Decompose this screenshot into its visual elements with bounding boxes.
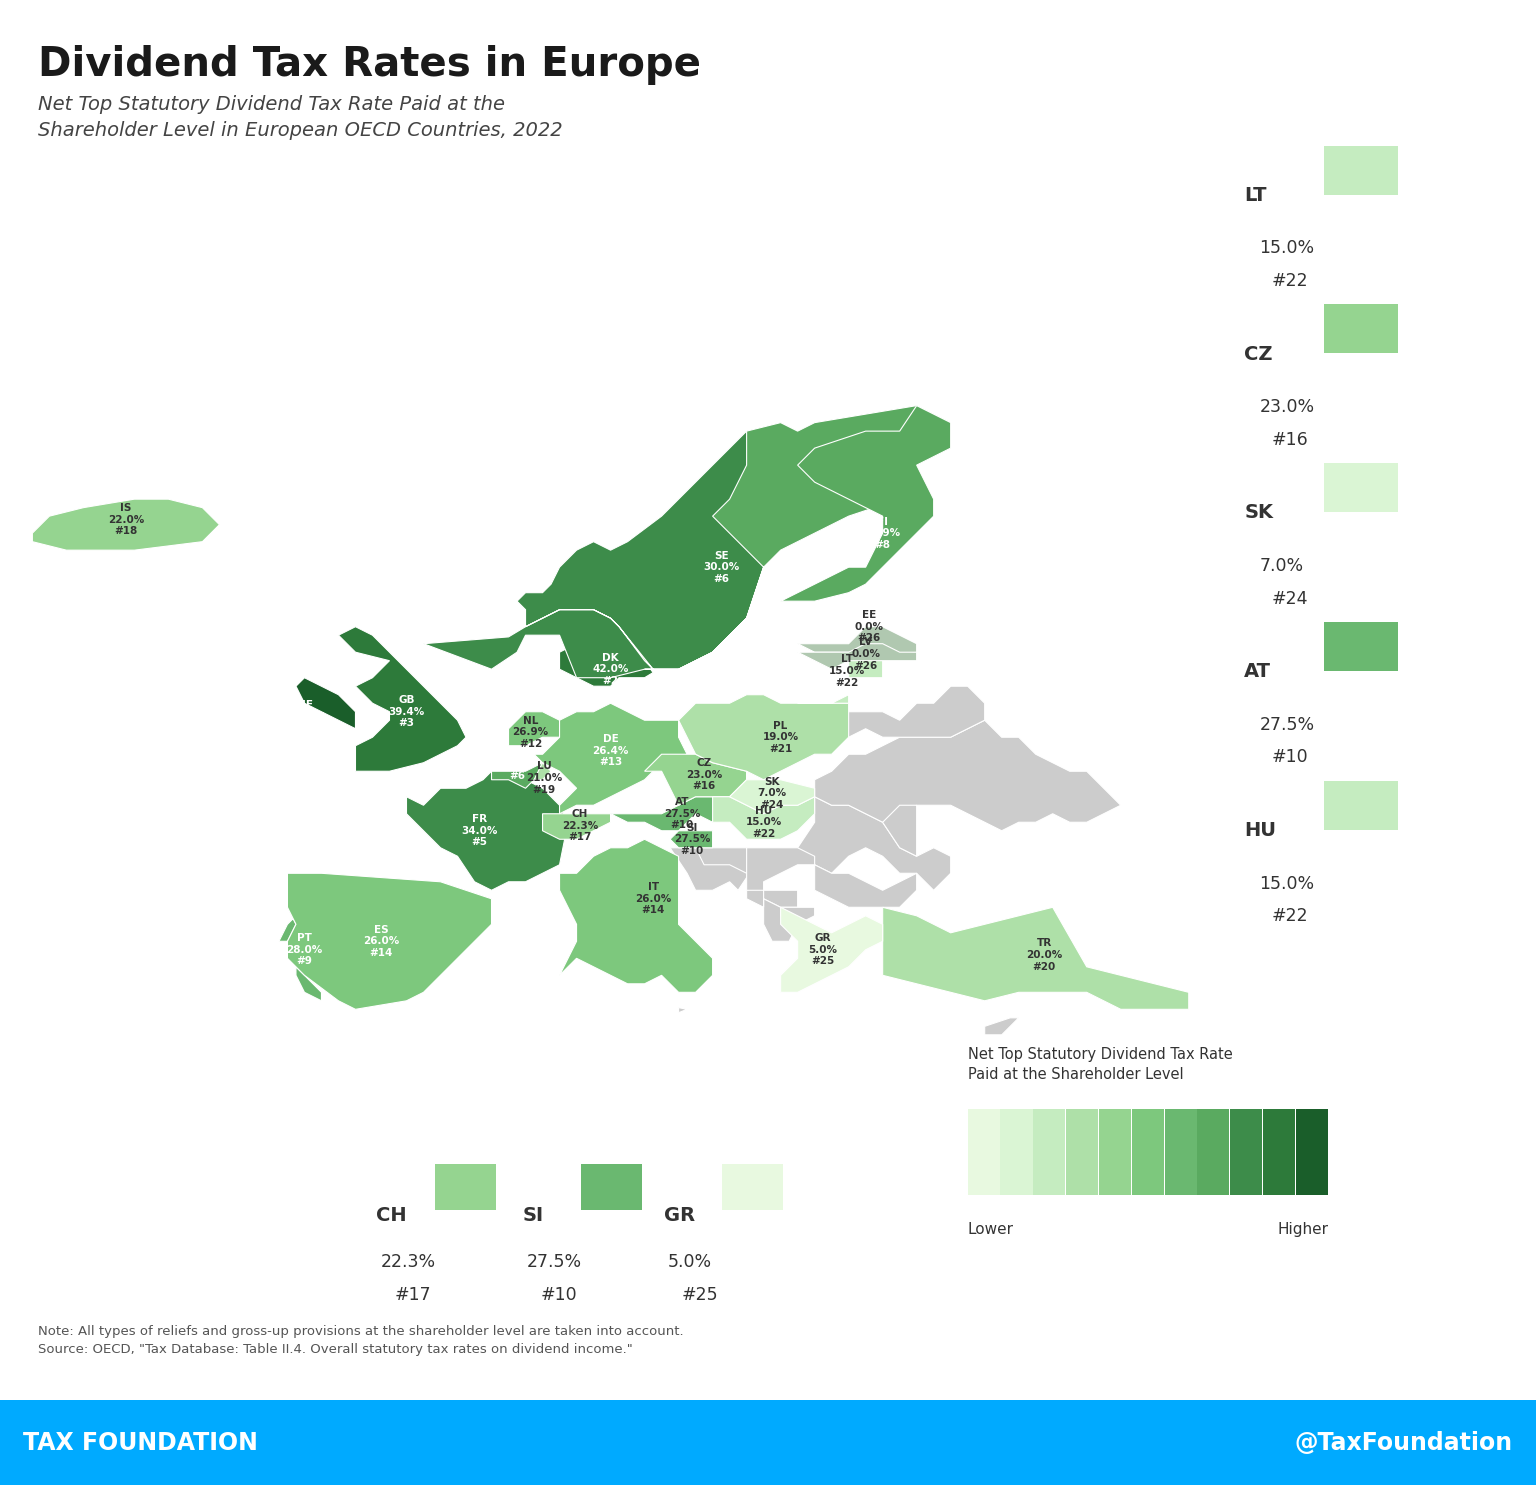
Text: AT: AT [1244, 662, 1272, 682]
Polygon shape [670, 830, 713, 848]
Text: PL
19.0%
#21: PL 19.0% #21 [762, 720, 799, 754]
Polygon shape [883, 805, 917, 857]
Text: DK
42.0%
#2: DK 42.0% #2 [593, 652, 628, 686]
Text: GR: GR [664, 1206, 694, 1225]
Polygon shape [611, 797, 730, 830]
Text: CZ: CZ [1244, 345, 1273, 364]
Text: NL
26.9%
#12: NL 26.9% #12 [513, 716, 548, 748]
Text: 5.0%: 5.0% [668, 1253, 713, 1271]
Polygon shape [780, 907, 883, 992]
Text: GB
39.4%
#3: GB 39.4% #3 [389, 695, 424, 728]
Text: TR
20.0%
#20: TR 20.0% #20 [1026, 939, 1063, 971]
Polygon shape [780, 907, 814, 924]
Polygon shape [797, 643, 883, 704]
Text: #17: #17 [395, 1286, 432, 1304]
Polygon shape [280, 907, 321, 1001]
Polygon shape [780, 405, 951, 601]
Polygon shape [338, 627, 465, 771]
Text: HU
15.0%
#22: HU 15.0% #22 [745, 806, 782, 839]
Text: #16: #16 [1272, 431, 1309, 448]
Polygon shape [535, 704, 687, 814]
Text: ES
26.0%
#14: ES 26.0% #14 [362, 925, 399, 958]
Polygon shape [32, 499, 220, 549]
Text: LV
0.0%
#26: LV 0.0% #26 [851, 637, 880, 671]
Polygon shape [746, 848, 814, 907]
Polygon shape [797, 627, 917, 661]
Text: Net Top Statutory Dividend Tax Rate
Paid at the Shareholder Level: Net Top Statutory Dividend Tax Rate Paid… [968, 1047, 1232, 1081]
Polygon shape [559, 839, 713, 992]
Text: TAX FOUNDATION: TAX FOUNDATION [23, 1430, 258, 1455]
Text: IE
51.0%
#1: IE 51.0% #1 [290, 701, 326, 734]
Text: Net Top Statutory Dividend Tax Rate Paid at the
Shareholder Level in European OE: Net Top Statutory Dividend Tax Rate Paid… [38, 95, 564, 140]
Text: HU: HU [1244, 821, 1276, 841]
Polygon shape [535, 763, 551, 780]
Text: LT: LT [1244, 186, 1267, 205]
Polygon shape [679, 1008, 687, 1013]
Polygon shape [407, 771, 568, 891]
Polygon shape [814, 720, 1121, 830]
Text: CZ
23.0%
#16: CZ 23.0% #16 [687, 757, 722, 792]
Polygon shape [814, 864, 917, 907]
Text: IT
26.0%
#14: IT 26.0% #14 [634, 882, 671, 915]
Text: SE
30.0%
#6: SE 30.0% #6 [703, 551, 739, 584]
Text: 27.5%: 27.5% [527, 1253, 582, 1271]
Text: 27.5%: 27.5% [1260, 716, 1315, 734]
Polygon shape [797, 797, 951, 891]
Text: AT
27.5%
#10: AT 27.5% #10 [664, 797, 700, 830]
Text: #10: #10 [541, 1286, 578, 1304]
Text: Dividend Tax Rates in Europe: Dividend Tax Rates in Europe [38, 45, 702, 85]
Polygon shape [746, 891, 763, 907]
Text: #10: #10 [1272, 748, 1309, 766]
Text: SI: SI [522, 1206, 544, 1225]
Text: BE
30.0%
#6: BE 30.0% #6 [499, 748, 535, 781]
Text: FR
34.0%
#5: FR 34.0% #5 [461, 814, 498, 848]
Polygon shape [883, 907, 1189, 1010]
Polygon shape [696, 848, 756, 873]
Polygon shape [713, 797, 814, 839]
Polygon shape [559, 639, 653, 686]
Polygon shape [492, 763, 542, 789]
Polygon shape [424, 405, 951, 677]
Polygon shape [670, 848, 756, 891]
Text: 15.0%: 15.0% [1260, 239, 1315, 257]
Polygon shape [645, 754, 746, 805]
Text: 23.0%: 23.0% [1260, 398, 1315, 416]
Text: #25: #25 [682, 1286, 719, 1304]
Text: @TaxFoundation: @TaxFoundation [1295, 1430, 1513, 1455]
Polygon shape [814, 686, 985, 737]
Polygon shape [679, 695, 848, 780]
Text: 22.3%: 22.3% [381, 1253, 436, 1271]
Text: Lower: Lower [968, 1222, 1014, 1237]
Text: Note: All types of reliefs and gross-up provisions at the shareholder level are : Note: All types of reliefs and gross-up … [38, 1325, 684, 1356]
Polygon shape [525, 405, 951, 670]
Polygon shape [296, 677, 355, 737]
Text: LT
15.0%
#22: LT 15.0% #22 [829, 655, 865, 688]
Text: EE
0.0%
#26: EE 0.0% #26 [854, 610, 883, 643]
Text: PT
28.0%
#9: PT 28.0% #9 [286, 933, 323, 967]
Text: LU
21.0%
#19: LU 21.0% #19 [527, 762, 562, 794]
Text: Higher: Higher [1278, 1222, 1329, 1237]
Polygon shape [287, 873, 492, 1010]
Polygon shape [797, 643, 917, 670]
Text: FI
28.9%
#8: FI 28.9% #8 [865, 517, 900, 549]
Text: IS
22.0%
#18: IS 22.0% #18 [108, 503, 144, 536]
Text: SI
27.5%
#10: SI 27.5% #10 [674, 823, 710, 855]
Text: GR
5.0%
#25: GR 5.0% #25 [808, 933, 837, 967]
Polygon shape [985, 1017, 1018, 1035]
Text: CH: CH [376, 1206, 407, 1225]
Polygon shape [542, 814, 611, 839]
Text: DE
26.4%
#13: DE 26.4% #13 [593, 734, 628, 768]
Text: SK: SK [1244, 503, 1273, 523]
Polygon shape [763, 898, 797, 941]
Text: #24: #24 [1272, 590, 1309, 607]
Text: NO
35.2%
#4: NO 35.2% #4 [601, 499, 637, 533]
Text: SK
7.0%
#24: SK 7.0% #24 [757, 777, 786, 809]
Text: CH
22.3%
#17: CH 22.3% #17 [562, 809, 598, 842]
Polygon shape [730, 780, 814, 814]
Text: #22: #22 [1272, 272, 1309, 290]
Text: 15.0%: 15.0% [1260, 875, 1315, 892]
Text: #22: #22 [1272, 907, 1309, 925]
Text: 7.0%: 7.0% [1260, 557, 1304, 575]
Polygon shape [508, 711, 559, 745]
